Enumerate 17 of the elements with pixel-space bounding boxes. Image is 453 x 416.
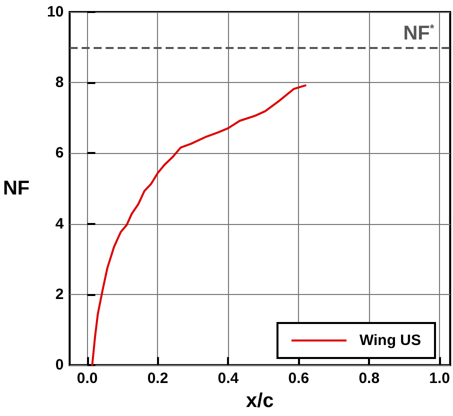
x-tick-label: 0.4 [218, 370, 240, 388]
x-tick-label: 0.6 [288, 370, 310, 388]
y-tick-label: 4 [55, 215, 64, 232]
y-tick-label: 6 [55, 144, 64, 162]
x-tick-label: 0.0 [76, 370, 98, 388]
x-tick-label: 0.8 [358, 370, 380, 388]
legend-label: Wing US [359, 332, 422, 349]
x-tick-label: 0.2 [147, 370, 168, 388]
y-axis-title: NF [2, 178, 30, 200]
x-tick-label: 1.0 [429, 370, 450, 388]
y-tick-label: 2 [55, 286, 64, 303]
y-tick-label: 8 [55, 74, 64, 92]
x-axis-title: x/c [246, 390, 274, 412]
y-tick-label: 0 [55, 356, 64, 374]
ref-line-label: NF$^{*}$ [403, 22, 434, 45]
line-series [91, 84, 306, 366]
y-tick-label: 10 [46, 4, 64, 20]
